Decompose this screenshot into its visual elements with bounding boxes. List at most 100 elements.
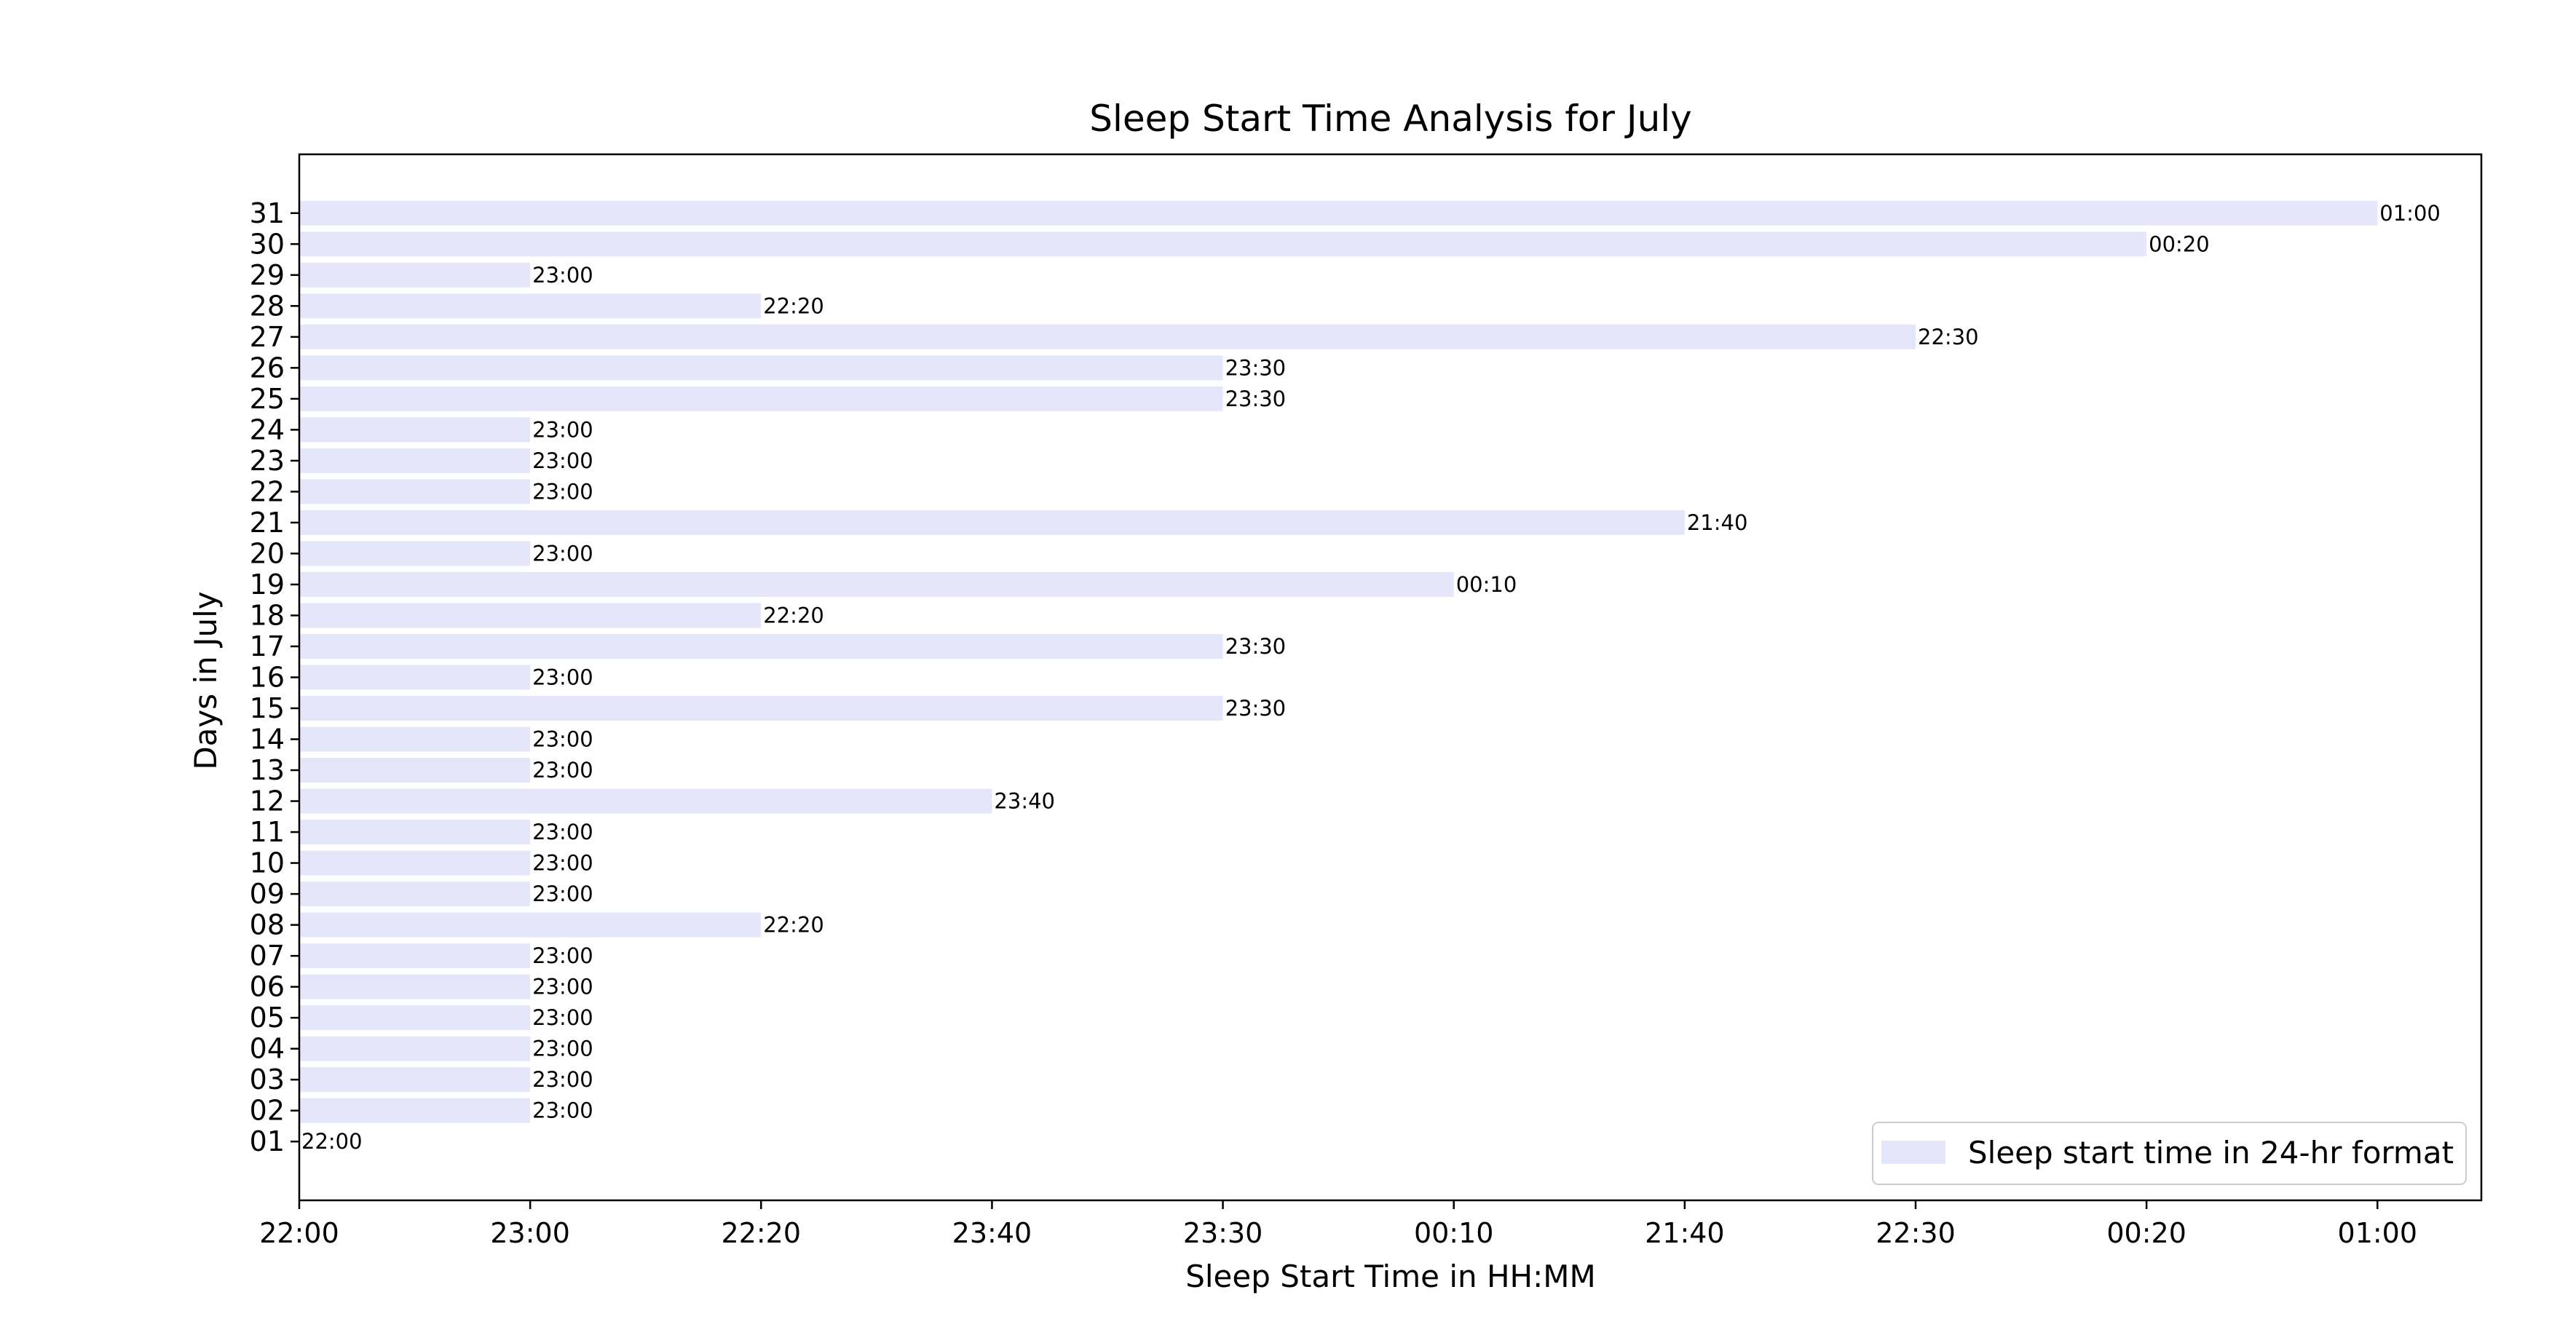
chart-title: Sleep Start Time Analysis for July [1089,98,1692,140]
bar-day-27 [299,324,1916,349]
x-tick-label-5: 00:10 [1414,1217,1494,1249]
bar-label-day-03: 23:00 [532,1067,593,1092]
bar-label-day-28: 22:20 [763,293,824,318]
bar-label-day-14: 23:00 [532,727,593,752]
x-tick-label-3: 23:40 [952,1217,1032,1249]
bar-label-day-10: 23:00 [532,851,593,876]
bar-label-day-18: 22:20 [763,603,824,627]
bar-label-day-08: 22:20 [763,913,824,938]
y-tick-label-03: 03 [250,1063,285,1096]
bar-day-28 [299,293,762,319]
y-tick-label-02: 02 [250,1095,285,1127]
x-tick-label-1: 23:00 [490,1217,570,1249]
bar-label-day-05: 23:00 [532,1005,593,1030]
bar-label-day-30: 00:20 [2149,231,2210,256]
y-tick-label-07: 07 [250,940,285,972]
x-tick-label-7: 22:30 [1876,1217,1956,1249]
bar-day-26 [299,355,1223,381]
bar-day-19 [299,571,1454,597]
y-tick-label-16: 16 [250,662,285,694]
bar-day-08 [299,912,762,938]
bar-label-day-22: 23:00 [532,479,593,504]
bar-label-day-24: 23:00 [532,417,593,442]
bar-label-day-25: 23:30 [1225,387,1287,411]
y-tick-label-17: 17 [250,630,285,662]
bar-day-14 [299,726,531,752]
bar-day-20 [299,541,531,566]
y-tick-label-11: 11 [250,816,285,848]
bar-label-day-13: 23:00 [532,758,593,783]
x-tick-label-9: 01:00 [2338,1217,2418,1249]
bar-label-day-12: 23:40 [994,789,1055,814]
legend-swatch [1881,1141,1945,1164]
bar-day-31 [299,200,2378,226]
bar-label-day-15: 23:30 [1225,696,1287,721]
y-tick-label-18: 18 [250,599,285,631]
bar-day-11 [299,820,531,845]
bar-label-day-27: 22:30 [1918,325,1979,349]
y-tick-label-14: 14 [250,724,285,756]
bar-label-day-31: 01:00 [2379,201,2441,226]
bar-label-day-23: 23:00 [532,448,593,473]
bar-label-day-19: 00:10 [1456,572,1517,597]
bar-label-day-11: 23:00 [532,820,593,844]
x-tick-label-0: 22:00 [259,1217,339,1249]
y-tick-label-08: 08 [250,909,285,941]
x-axis-ticks: 22:00 23:00 22:20 23:40 23:30 00:10 21:40 22:30… [259,1200,2417,1249]
x-tick-label-6: 21:40 [1645,1217,1725,1249]
y-tick-label-13: 13 [250,754,285,786]
bar-day-25 [299,386,1223,411]
bar-day-23 [299,448,531,473]
bar-label-day-21: 21:40 [1687,510,1748,535]
y-tick-label-04: 04 [250,1033,285,1065]
plot-frame [298,153,2483,1202]
legend-box [1872,1122,2467,1185]
y-tick-label-30: 30 [250,228,285,260]
bar-label-day-02: 23:00 [532,1098,593,1123]
y-tick-label-10: 10 [250,847,285,879]
x-tick-label-2: 22:20 [722,1217,802,1249]
bar-day-07 [299,943,531,969]
y-tick-label-28: 28 [250,290,285,322]
bar-label-day-09: 23:00 [532,882,593,906]
bar-day-04 [299,1036,531,1061]
y-tick-label-25: 25 [250,383,285,415]
y-tick-label-29: 29 [250,259,285,291]
bar-label-day-17: 23:30 [1225,634,1287,659]
bar-day-17 [299,633,1223,659]
y-tick-label-26: 26 [250,352,285,384]
bar-label-day-16: 23:00 [532,665,593,690]
bar-day-15 [299,696,1223,721]
y-tick-label-27: 27 [250,321,285,353]
bar-day-09 [299,882,531,907]
y-tick-label-12: 12 [250,785,285,817]
bar-label-day-04: 23:00 [532,1037,593,1061]
bar-day-13 [299,758,531,783]
bar-day-06 [299,974,531,999]
x-tick-label-4: 23:30 [1183,1217,1263,1249]
y-tick-label-01: 01 [250,1125,285,1157]
bars-layer [299,200,2378,1123]
bar-day-30 [299,231,2147,257]
y-tick-label-19: 19 [250,569,285,601]
legend-label: Sleep start time in 24-hr format [1968,1135,2454,1170]
bar-label-day-20: 23:00 [532,541,593,566]
y-tick-label-09: 09 [250,878,285,910]
y-axis-label: Days in July [188,591,224,769]
y-tick-label-22: 22 [250,475,285,507]
y-tick-label-06: 06 [250,971,285,1003]
bar-day-10 [299,850,531,876]
y-tick-label-24: 24 [250,413,285,445]
y-tick-label-31: 31 [250,197,285,229]
bar-label-day-26: 23:30 [1225,355,1287,380]
x-axis-label: Sleep Start Time in HH:MM [1185,1259,1596,1294]
bar-label-day-06: 23:00 [532,975,593,999]
bar-day-12 [299,788,992,814]
bar-day-18 [299,603,762,628]
bar-day-21 [299,510,1685,535]
x-tick-label-8: 00:20 [2106,1217,2186,1249]
legend: Sleep start time in 24-hr format [1872,1122,2467,1185]
bar-label-day-29: 23:00 [532,263,593,288]
